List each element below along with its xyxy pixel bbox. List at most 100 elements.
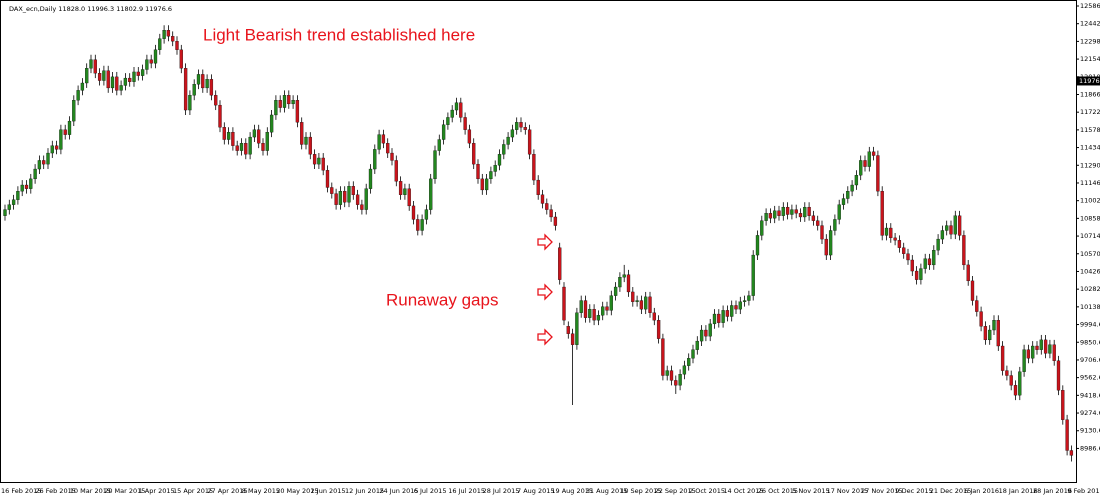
candle-body: [902, 247, 906, 254]
y-tick-label: 10282.6: [1080, 285, 1100, 293]
candle-body: [3, 209, 7, 216]
x-tick-label: 27 Nov 2015: [861, 487, 903, 495]
y-tick-label: 11434.6: [1080, 144, 1100, 152]
candle-body: [794, 209, 798, 214]
candle-body: [566, 326, 570, 334]
candle-body: [433, 150, 437, 180]
candle-body: [377, 134, 381, 150]
candle-body: [970, 280, 975, 301]
x-tick-label: 2 Jun 2015: [311, 487, 346, 495]
x-tick-label: 9 Dec 2015: [895, 487, 932, 495]
candle-body: [437, 139, 441, 151]
x-tick-label: 16 Jul 2015: [448, 487, 485, 495]
candle-body: [510, 129, 515, 138]
candle-body: [773, 210, 777, 219]
candle-body: [837, 204, 841, 220]
y-tick-label: 11146.6: [1080, 179, 1100, 187]
plot-frame: [0, 0, 1077, 483]
candle-body: [317, 157, 321, 165]
candle-body: [1035, 345, 1039, 350]
candle-body: [158, 38, 162, 50]
candle-body: [893, 237, 897, 241]
x-tick-label: 17 Nov 2015: [827, 487, 869, 495]
candle-body: [579, 300, 583, 313]
candle-body: [687, 358, 691, 366]
candle-body: [89, 59, 93, 69]
candle-body: [803, 206, 807, 218]
candle-body: [622, 274, 626, 278]
candle-body: [54, 145, 59, 150]
candle-body: [76, 90, 80, 101]
candle-body: [695, 340, 699, 350]
candle-body: [618, 277, 622, 288]
candle-body: [411, 205, 416, 220]
candle-body: [532, 154, 536, 181]
candle-body: [966, 264, 970, 282]
candle-body: [682, 365, 687, 375]
candle-body: [386, 143, 390, 154]
candle-body: [906, 253, 910, 261]
candle-body: [67, 120, 72, 135]
candle-body: [665, 370, 669, 376]
candle-body: [63, 129, 67, 135]
candle-body: [768, 213, 773, 219]
candle-body: [730, 305, 734, 317]
candle-body: [656, 320, 661, 339]
x-tick-label: 20 May 2015: [276, 487, 318, 495]
y-tick-label: 12298.6: [1080, 37, 1100, 45]
candle-body: [540, 194, 545, 204]
arrow: [537, 233, 553, 251]
x-tick-label: 8 May 2015: [242, 487, 280, 495]
candle-body: [1026, 349, 1031, 359]
candle-body: [889, 227, 893, 239]
candle-body: [347, 186, 351, 203]
candle-body: [42, 160, 46, 165]
candle-body: [274, 100, 278, 116]
candle-body: [441, 124, 446, 140]
candle-body: [558, 247, 562, 280]
candle-body: [790, 209, 794, 215]
x-tick-label: 9 Feb 2016: [1067, 487, 1100, 495]
x-tick-label: 31 Aug 2015: [586, 487, 628, 495]
candle-body: [128, 77, 132, 82]
candle-body: [515, 122, 519, 130]
candle-body: [798, 213, 803, 218]
candle-body: [785, 206, 790, 215]
candle-body: [841, 198, 846, 205]
x-tick-label: 19 Aug 2015: [551, 487, 593, 495]
candle-body: [257, 129, 261, 144]
candle-body: [192, 84, 196, 96]
candle-body: [16, 191, 20, 200]
candle-body: [747, 295, 751, 301]
y-tick-label: 8986.6: [1080, 444, 1100, 452]
price-label-box: [1077, 76, 1100, 86]
candle-body: [209, 79, 214, 96]
candle-body: [691, 349, 695, 359]
y-tick-label: 9706.6: [1080, 356, 1100, 364]
candle-body: [454, 102, 459, 111]
candle-body: [725, 310, 730, 317]
candle-body: [635, 300, 639, 302]
candle-body: [876, 155, 880, 192]
candle-body: [721, 310, 725, 323]
candle-body: [717, 313, 721, 323]
candle-body: [613, 286, 618, 296]
candle-body: [295, 100, 300, 123]
candle-body: [351, 186, 355, 195]
candle-body: [312, 154, 317, 165]
candle-body: [162, 30, 166, 39]
candle-body: [549, 209, 553, 218]
candle-body: [321, 157, 325, 171]
candle-body: [927, 258, 932, 266]
annotation: Light Bearish trend established here: [203, 25, 475, 44]
candle-body: [278, 100, 282, 108]
candle-body: [231, 132, 235, 146]
candle-body: [484, 178, 489, 191]
candle-body: [450, 109, 454, 118]
candle-body: [226, 132, 231, 140]
y-tick-label: 11722.6: [1080, 108, 1100, 116]
candle-body: [957, 215, 962, 236]
candle-body: [897, 240, 902, 248]
candle-body: [601, 306, 605, 316]
candle-body: [502, 144, 506, 155]
